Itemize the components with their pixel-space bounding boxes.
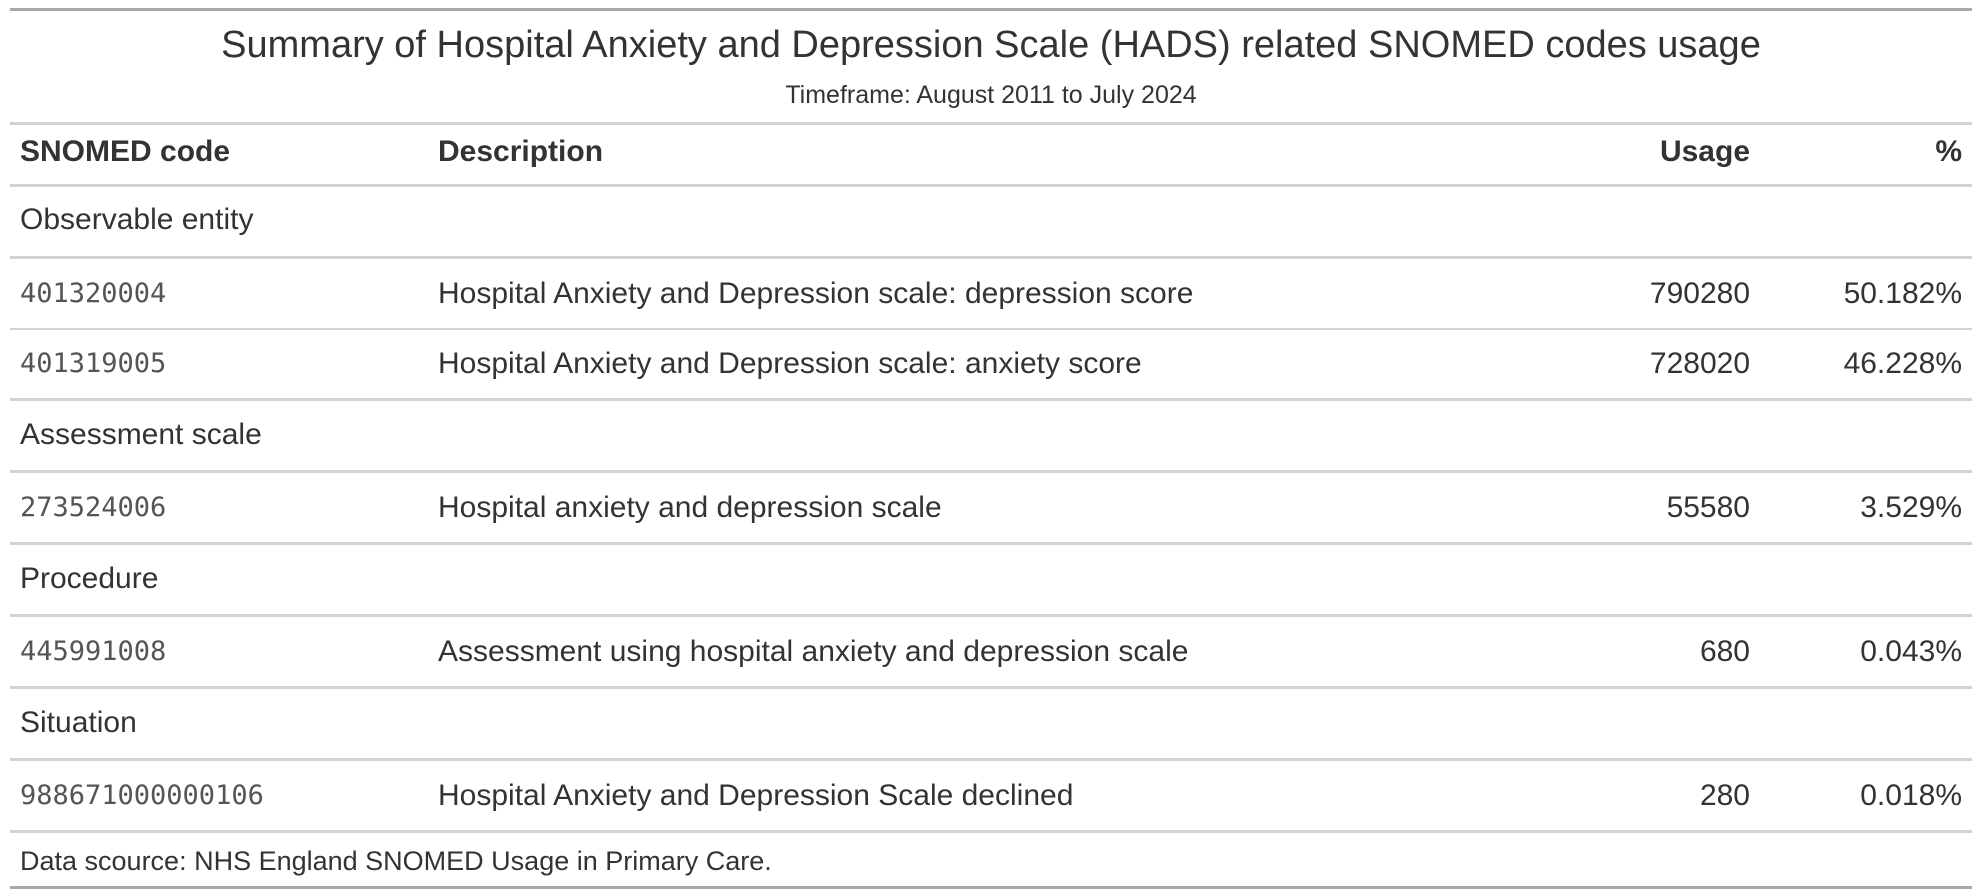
row-description: Hospital Anxiety and Depression scale: a… [438, 347, 1142, 380]
row-percent: 50.182% [1843, 277, 1962, 310]
row-description: Hospital Anxiety and Depression Scale de… [438, 779, 1074, 812]
group-end-rule [10, 542, 1972, 545]
column-header-description: Description [438, 135, 604, 168]
row-percent: 3.529% [1860, 491, 1962, 524]
row-description: Hospital Anxiety and Depression scale: d… [438, 277, 1194, 310]
group-rule [10, 256, 1972, 259]
row-code: 273524006 [20, 492, 167, 523]
row-rule [10, 328, 1972, 330]
header-bottom-rule [10, 184, 1972, 187]
header-top-rule [10, 122, 1972, 125]
group-rule [10, 470, 1972, 473]
row-code: 988671000000106 [20, 780, 264, 811]
group-label-procedure: Procedure [20, 562, 159, 595]
summary-table: Summary of Hospital Anxiety and Depressi… [10, 0, 1972, 896]
group-label-situation: Situation [20, 706, 137, 739]
row-percent: 0.043% [1860, 635, 1962, 668]
group-label-assessment-scale: Assessment scale [20, 418, 262, 451]
table-body-end-rule [10, 830, 1972, 833]
column-header-percent: % [1935, 135, 1962, 168]
column-header-snomed-code: SNOMED code [20, 135, 231, 168]
row-percent: 0.018% [1860, 779, 1962, 812]
row-description: Hospital anxiety and depression scale [438, 491, 942, 524]
source-note: Data scource: NHS England SNOMED Usage i… [20, 846, 772, 876]
row-usage: 280 [1699, 779, 1750, 812]
row-code: 401320004 [20, 278, 167, 309]
table-subtitle: Timeframe: August 2011 to July 2024 [785, 81, 1197, 109]
top-rule [10, 8, 1972, 11]
row-usage: 680 [1699, 635, 1750, 668]
group-rule [10, 614, 1972, 617]
column-header-usage: Usage [1659, 135, 1750, 168]
row-usage: 728020 [1649, 347, 1750, 380]
row-usage: 790280 [1649, 277, 1750, 310]
row-code: 445991008 [20, 636, 167, 667]
group-end-rule [10, 398, 1972, 401]
table-title: Summary of Hospital Anxiety and Depressi… [221, 24, 1761, 66]
row-code: 401319005 [20, 348, 167, 379]
group-end-rule [10, 686, 1972, 689]
row-usage: 55580 [1666, 491, 1750, 524]
group-label-observable-entity: Observable entity [20, 203, 254, 236]
group-rule [10, 758, 1972, 761]
row-percent: 46.228% [1843, 347, 1962, 380]
bottom-rule [10, 886, 1972, 889]
row-description: Assessment using hospital anxiety and de… [438, 635, 1189, 668]
